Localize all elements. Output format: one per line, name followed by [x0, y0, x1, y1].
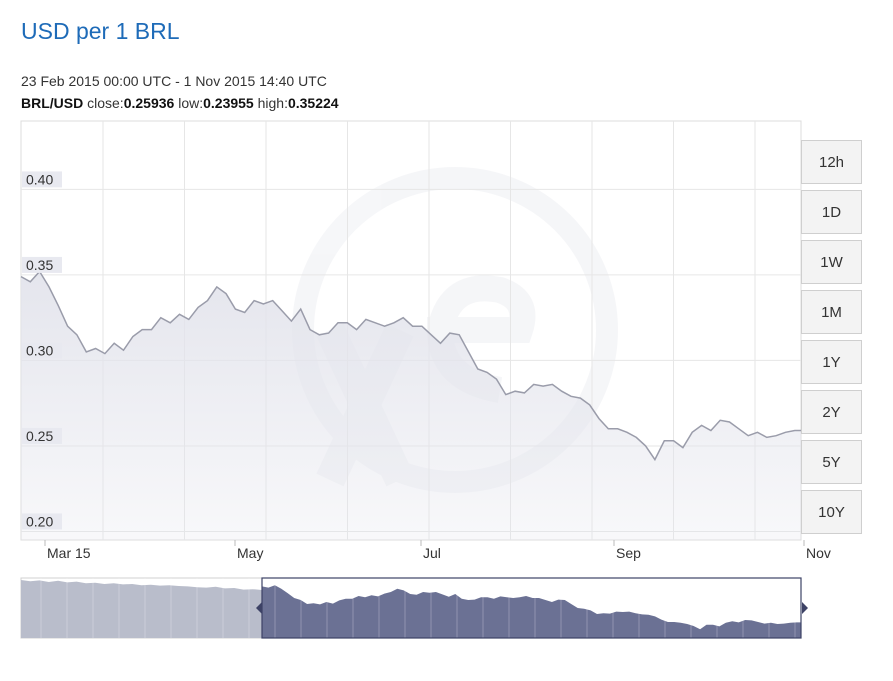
- high-label: high:: [257, 95, 288, 111]
- plot-area[interactable]: [20, 270, 801, 541]
- range-button-1y[interactable]: 1Y: [801, 340, 862, 384]
- y-tick-label-bg: [22, 342, 62, 359]
- close-value: 0.25936: [123, 95, 175, 111]
- range-button-2y[interactable]: 2Y: [801, 390, 862, 434]
- range-button-1w[interactable]: 1W: [801, 240, 862, 284]
- y-tick-label: 0.40: [26, 171, 53, 187]
- navigator-selected-area: [262, 585, 801, 638]
- x-tick-label: May: [237, 545, 263, 561]
- y-axis: 0.20 0.25 0.30 0.35 0.40: [22, 171, 62, 530]
- y-tick-label: 0.20: [26, 513, 53, 529]
- navigator-left-handle[interactable]: [256, 602, 262, 614]
- y-tick-label-bg: [22, 171, 62, 188]
- series-area: [21, 271, 801, 540]
- rate-summary: BRL/USD close:0.25936 low:0.23955 high:0…: [21, 95, 339, 111]
- navigator[interactable]: [20, 577, 808, 639]
- low-label: low:: [178, 95, 204, 111]
- y-tick-label: 0.35: [26, 257, 53, 273]
- range-button-10y[interactable]: 10Y: [801, 490, 862, 534]
- range-button-group: 12h 1D 1W 1M 1Y 2Y 5Y 10Y: [801, 140, 862, 540]
- y-tick-label: 0.25: [26, 428, 53, 444]
- y-tick-label-bg: [22, 427, 62, 444]
- x-tick-label: Mar 15: [47, 545, 91, 561]
- range-button-5y[interactable]: 5Y: [801, 440, 862, 484]
- high-value: 0.35224: [287, 95, 339, 111]
- date-range: 23 Feb 2015 00:00 UTC - 1 Nov 2015 14:40…: [21, 73, 327, 89]
- range-button-1d[interactable]: 1D: [801, 190, 862, 234]
- navigator-history-area: [21, 580, 262, 638]
- y-tick-label: 0.30: [26, 342, 53, 358]
- x-axis: Mar 15 May Jul Sep Nov: [44, 540, 831, 561]
- x-tick-label: Nov: [806, 545, 831, 561]
- range-button-12h[interactable]: 12h: [801, 140, 862, 184]
- range-button-1m[interactable]: 1M: [801, 290, 862, 334]
- series-line: [20, 270, 801, 462]
- close-label: close:: [87, 95, 124, 111]
- y-tick-label-bg: [22, 513, 62, 530]
- navigator-right-handle[interactable]: [802, 602, 808, 614]
- x-tick-label: Jul: [423, 545, 441, 561]
- x-tick-label: Sep: [616, 545, 641, 561]
- currency-pair: BRL/USD: [21, 95, 84, 111]
- page-title: USD per 1 BRL: [21, 18, 180, 44]
- low-value: 0.23955: [203, 95, 254, 111]
- y-tick-label-bg: [22, 256, 62, 273]
